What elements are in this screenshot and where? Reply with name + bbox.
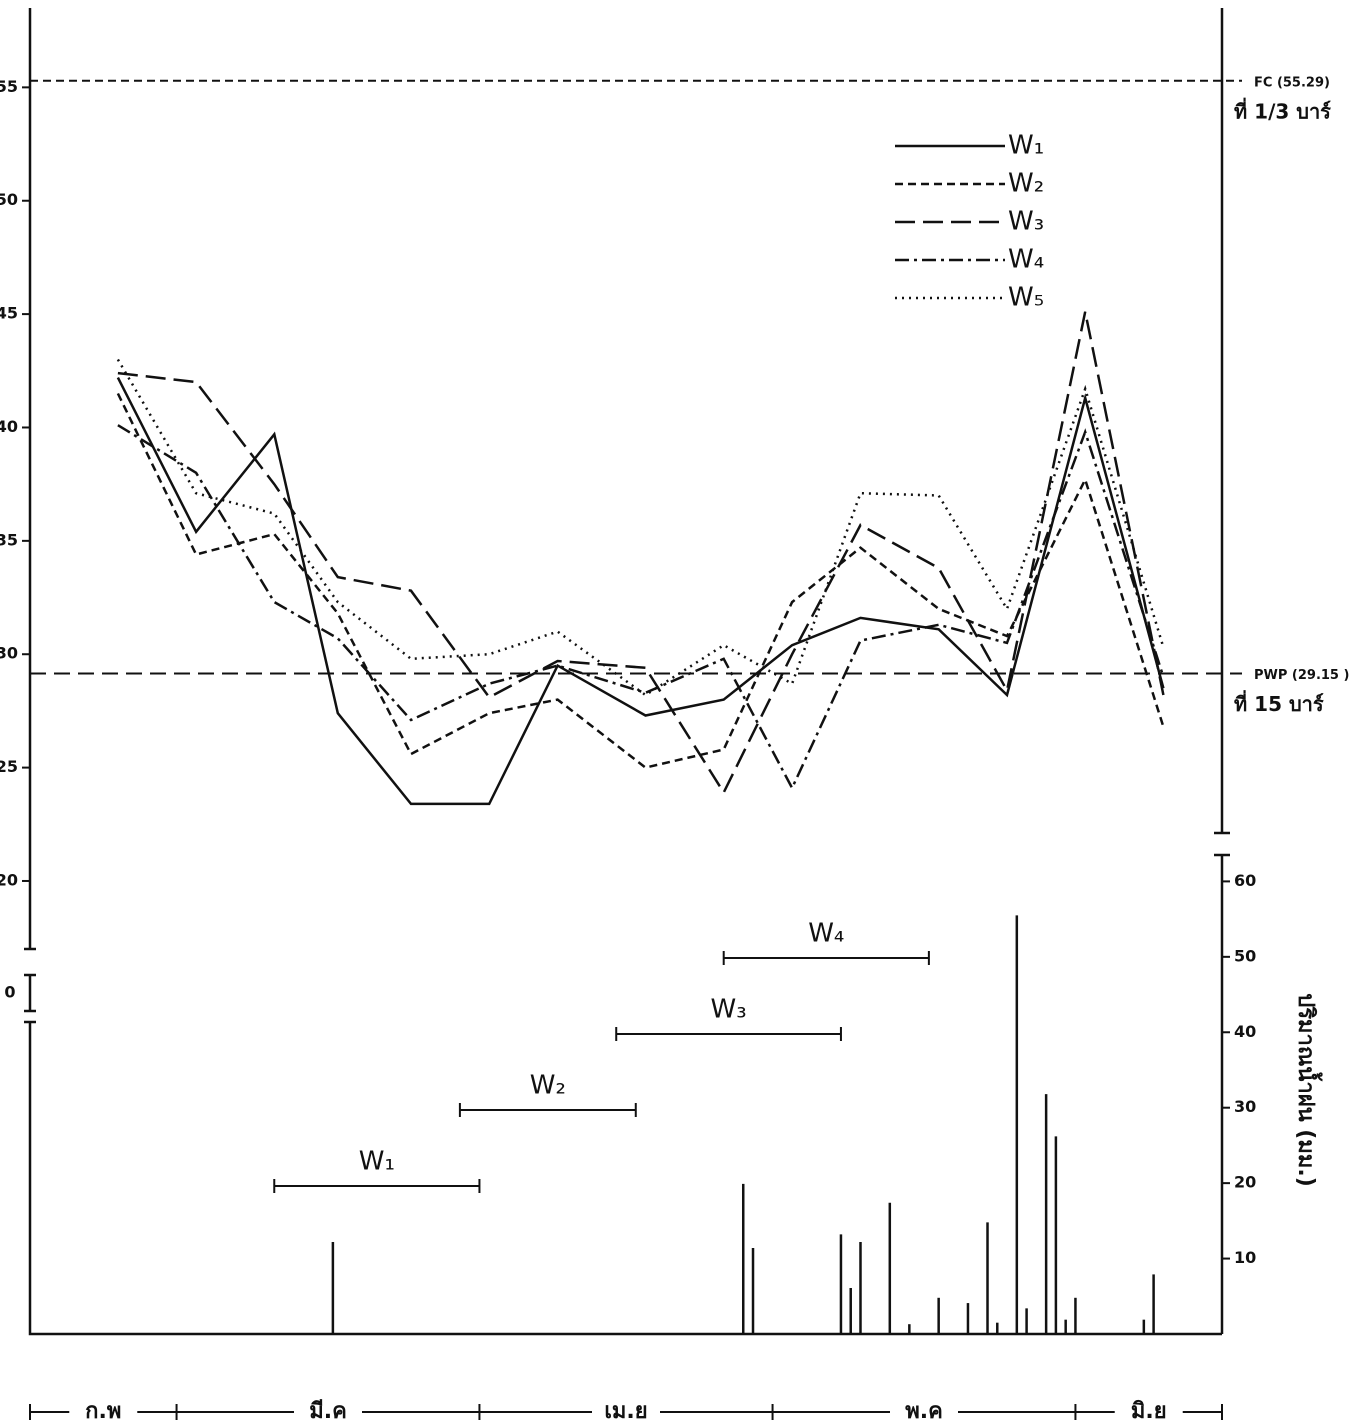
period-label: W₂ [530, 1071, 566, 1101]
period-label: W₁ [359, 1147, 395, 1177]
reference-label: PWP (29.15 ) [1254, 668, 1349, 683]
month-label: ก.พ [85, 1399, 121, 1423]
y2-tick-label: 50 [1234, 946, 1256, 965]
reference-label: FC (55.29) [1254, 75, 1330, 90]
legend-label: W₁ [1008, 131, 1044, 161]
month-label: มิ.ย [1131, 1399, 1167, 1423]
period-label: W₄ [808, 919, 844, 949]
y-tick-label: 25 [0, 757, 18, 776]
y2-tick-label: 10 [1234, 1248, 1256, 1267]
month-label: พ.ค [905, 1399, 943, 1423]
y-tick-label: 40 [0, 417, 18, 436]
reference-sublabel: ที่ 1/3 บาร์ [1234, 96, 1331, 123]
y-tick-label: 35 [0, 530, 18, 549]
y2-tick-label: 60 [1234, 871, 1256, 890]
period-bar [460, 1103, 636, 1117]
series-line [118, 378, 1164, 804]
series-line [118, 312, 1164, 793]
reference-sublabel: ที่ 15 บาร์ [1234, 689, 1324, 716]
legend-label: W₃ [1008, 207, 1044, 237]
series-line [118, 360, 1164, 696]
month-label: เม.ย [604, 1399, 647, 1423]
legend-label: W₅ [1008, 283, 1044, 313]
y-tick-label: 50 [0, 190, 18, 209]
y2-tick-label: 40 [1234, 1022, 1256, 1041]
y2-tick-label: 30 [1234, 1097, 1256, 1116]
period-bar [724, 951, 929, 965]
y2-tick-label: 20 [1234, 1173, 1256, 1192]
period-bar [616, 1027, 841, 1041]
chart: 0 20 25 30 35 40 45 50 55 10 20 30 40 50 60 ปริมาณน้ำฝน… [0, 0, 1365, 1423]
month-label: มี.ค [309, 1399, 347, 1423]
y-tick-label: 55 [0, 77, 18, 96]
legend-label: W₂ [1008, 169, 1044, 199]
y-tick-label: 20 [0, 870, 18, 889]
y-tick-label: 30 [0, 644, 18, 663]
y-break-label: 0 [4, 983, 15, 1002]
right-axis [1214, 8, 1230, 1334]
y-tick-label: 45 [0, 304, 18, 323]
axis-break [24, 949, 36, 1022]
y2-axis-label: ปริมาณน้ำฝน (มม.) [1293, 993, 1323, 1187]
legend-label: W₄ [1008, 245, 1044, 275]
period-bar [274, 1179, 479, 1193]
period-label: W₃ [711, 995, 747, 1025]
